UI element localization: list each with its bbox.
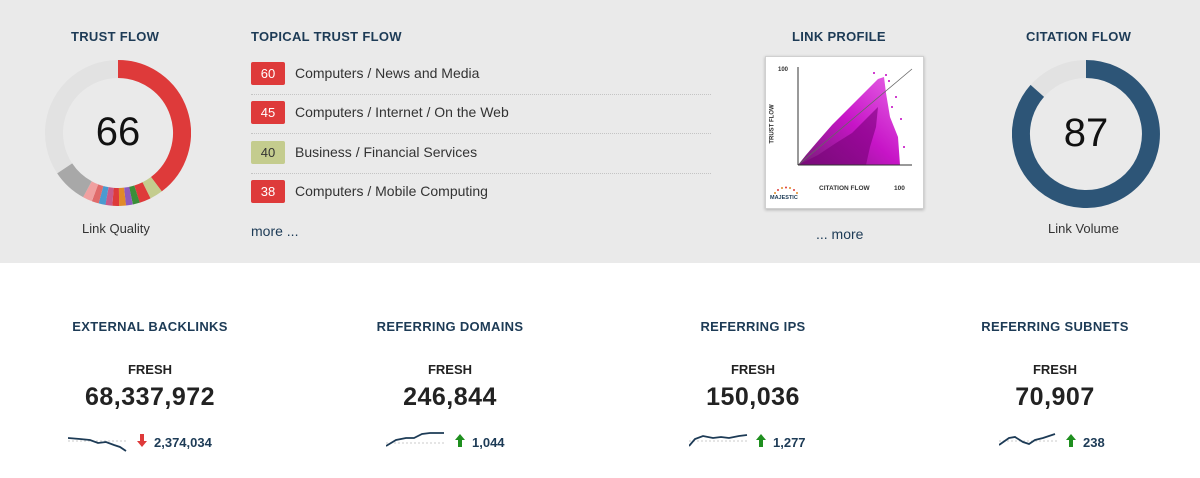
metric-title: REFERRING DOMAINS [376,319,524,334]
trust-flow-gauge[interactable]: 66 [45,60,191,207]
metric-value: 70,907 [1015,383,1095,411]
metrics-panel: EXTERNAL BACKLINKS FRESH 68,337,972 2,37… [0,263,1200,478]
majestic-logo-icon [774,186,798,194]
topic-row[interactable]: 38 Computers / Mobile Computing [251,180,711,218]
metric-value: 246,844 [403,383,497,411]
citation-flow-gauge[interactable]: 87 [1011,60,1160,208]
sparkline-icon [999,433,1057,446]
topic-label[interactable]: Computers / Mobile Computing [295,183,488,199]
citation-flow-label: Link Volume [1048,221,1119,236]
y-axis-label: TRUST FLOW [769,104,776,144]
topic-label[interactable]: Business / Financial Services [295,144,478,160]
citation-flow-ring [1011,60,1160,208]
metric-delta: 1,044 [472,435,505,450]
summary-panel: TRUST FLOW 66 Link Quality TOPICAL TRUST… [0,0,1200,263]
topic-row[interactable]: 40 Business / Financial Services [251,141,711,179]
metric-title: EXTERNAL BACKLINKS [72,319,228,334]
divider [251,133,711,134]
metric-fresh-label: FRESH [127,362,173,377]
metric-delta: 2,374,034 [154,435,212,450]
y-max-label: 100 [778,67,789,73]
trust-flow-label: Link Quality [82,221,150,236]
topic-label[interactable]: Computers / News and Media [295,65,480,81]
topic-row[interactable]: 60 Computers / News and Media [251,62,711,100]
x-axis-label: CITATION FLOW [819,185,870,192]
citation-flow-heading: CITATION FLOW [1026,29,1132,44]
trust-flow-value: 66 [95,110,141,154]
sparkline-icon [68,437,127,452]
metric-fresh-label: FRESH [427,362,473,377]
topic-score-badge: 40 [251,141,285,164]
metric-delta: 238 [1083,435,1105,450]
arrow-up-icon [756,434,766,447]
metric-delta: 1,277 [773,435,806,450]
topic-label[interactable]: Computers / Internet / On the Web [295,104,509,120]
topic-score-badge: 38 [251,180,285,203]
link-profile-chart[interactable]: 100 TRUST FLOW CITATION FLOW 100 MAJESTI… [765,56,924,209]
arrow-down-icon [137,434,147,447]
topic-score-badge: 60 [251,62,285,85]
x-max-label: 100 [894,185,905,192]
metric-fresh-label: FRESH [730,362,776,377]
trust-flow-ring [45,60,191,207]
divider [251,94,711,95]
metric-value: 68,337,972 [84,383,216,411]
sparkline-icon [386,432,444,447]
link-profile-scatter [797,67,913,166]
metric-title: REFERRING IPS [700,319,806,334]
metric-fresh-label: FRESH [1032,362,1078,377]
link-profile-heading: LINK PROFILE [792,29,886,44]
arrow-up-icon [1066,434,1076,447]
topic-row[interactable]: 45 Computers / Internet / On the Web [251,101,711,139]
topical-more-link[interactable]: more ... [251,223,299,239]
topic-score-badge: 45 [251,101,285,124]
divider [251,173,711,174]
link-profile-more-link[interactable]: ... more [816,226,864,242]
metric-value: 150,036 [706,383,800,411]
citation-flow-value: 87 [1063,111,1109,155]
sparkline-icon [689,434,748,447]
arrow-up-icon [455,434,465,447]
trust-flow-heading: TRUST FLOW [71,29,160,44]
topical-trust-flow-heading: TOPICAL TRUST FLOW [251,29,402,44]
majestic-logo-text: MAJESTIC [770,195,798,201]
metric-title: REFERRING SUBNETS [981,319,1129,334]
